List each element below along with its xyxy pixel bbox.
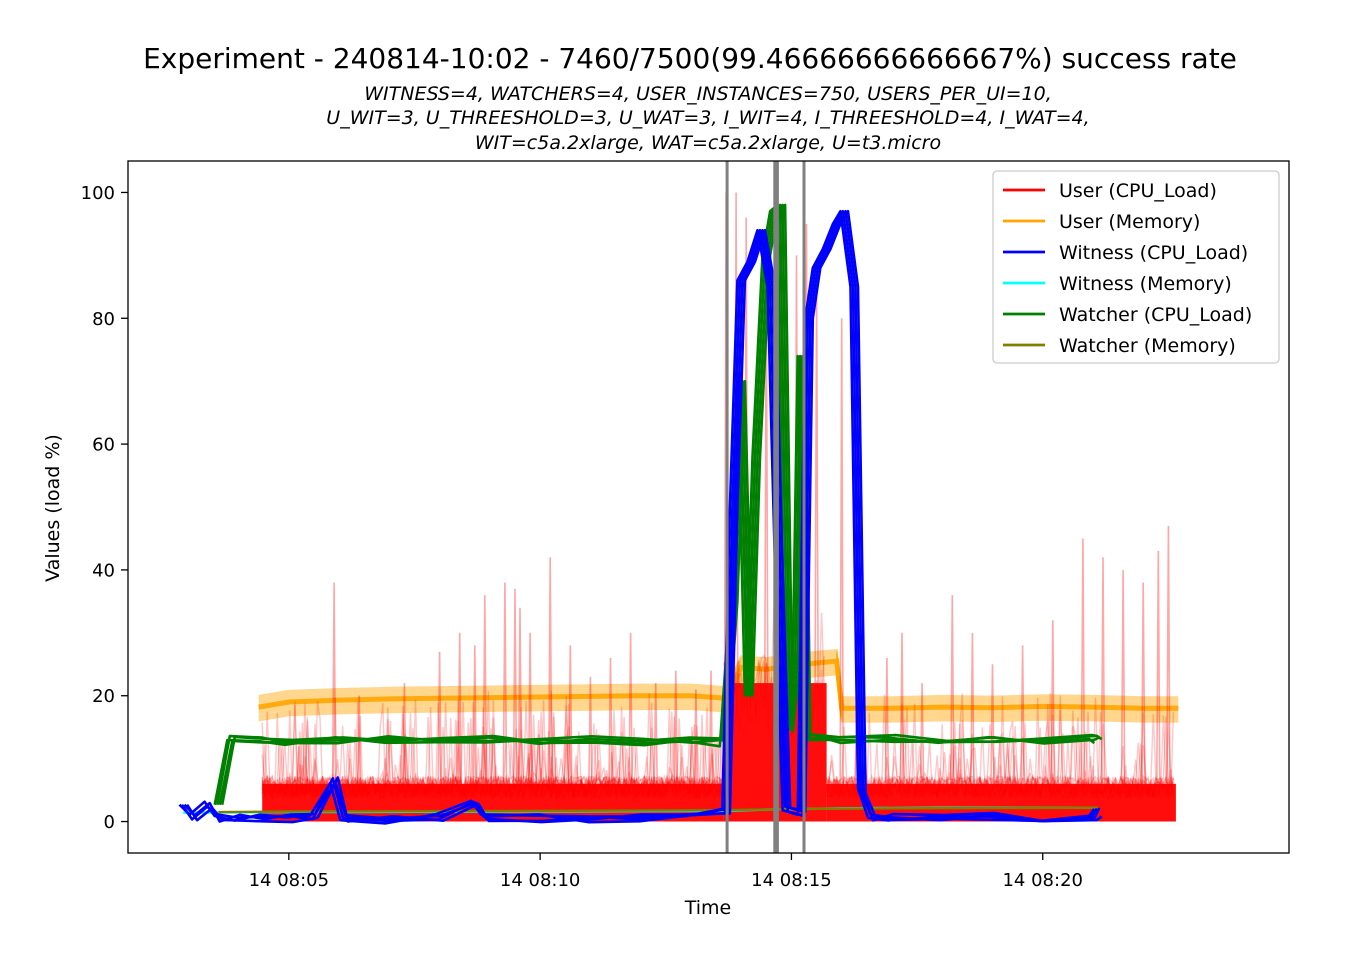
chart-subtitle-line-2: U_WIT=3, U_THREESHOLD=3, U_WAT=3, I_WIT=… bbox=[326, 107, 1089, 129]
user-cpu-trace bbox=[825, 727, 1175, 801]
x-tick-label: 14 08:10 bbox=[500, 870, 581, 891]
x-axis-label: Time bbox=[684, 897, 732, 919]
user-cpu-trace bbox=[261, 706, 723, 801]
user-cpu-spike bbox=[919, 683, 925, 784]
witness-cpu-load-line bbox=[183, 210, 1101, 824]
legend-label: User (Memory) bbox=[1059, 211, 1200, 233]
series-watcher-cpu-load bbox=[213, 203, 1103, 806]
y-tick-label: 60 bbox=[92, 435, 115, 456]
watcher-cpu-load-line bbox=[220, 203, 1103, 805]
user-cpu-spike bbox=[1100, 557, 1106, 784]
user-cpu-spike bbox=[673, 670, 679, 784]
series-witness-cpu-load bbox=[178, 210, 1103, 825]
user-cpu-spike bbox=[990, 664, 995, 784]
user-cpu-trace bbox=[261, 702, 723, 801]
legend: User (CPU_Load) User (Memory) Witness (CPU… bbox=[992, 170, 1280, 364]
user-cpu-spike bbox=[653, 683, 658, 784]
y-axis-label: Values (load %) bbox=[42, 434, 64, 582]
user-cpu-spike bbox=[457, 632, 462, 784]
user-cpu-trace bbox=[825, 703, 1174, 800]
legend-box bbox=[992, 170, 1280, 364]
user-cpu-spike bbox=[512, 588, 518, 784]
legend-label: User (CPU_Load) bbox=[1059, 180, 1217, 202]
user-cpu-spike bbox=[693, 689, 699, 784]
user-cpu-spike bbox=[1140, 582, 1146, 784]
user-cpu-trace bbox=[826, 695, 1174, 802]
y-tick-label: 80 bbox=[92, 309, 115, 330]
witness-cpu-load-line bbox=[180, 210, 1098, 824]
chart-title: Experiment - 240814-10:02 - 7460/7500(99… bbox=[143, 42, 1237, 75]
legend-label: Witness (CPU_Load) bbox=[1059, 242, 1248, 264]
user-cpu-trace bbox=[825, 710, 1175, 801]
user-cpu-trace bbox=[825, 703, 1175, 801]
watcher-cpu-load-line bbox=[215, 203, 1098, 806]
user-cpu-spike bbox=[899, 632, 905, 784]
user-cpu-spike bbox=[1080, 538, 1086, 784]
user-cpu-spike bbox=[588, 676, 593, 784]
watcher-cpu-load-line bbox=[218, 203, 1100, 805]
user-cpu-trace bbox=[825, 707, 1175, 801]
y-tick-label: 0 bbox=[104, 812, 115, 833]
tick-layer: 14 08:05 14 08:10 14 08:15 14 08:20 0 20 40 60 8… bbox=[81, 183, 1083, 891]
chart-subtitle-line-3: WIT=c5a.2xlarge, WAT=c5a.2xlarge, U=t3.m… bbox=[475, 132, 941, 154]
user-cpu-spike bbox=[402, 683, 407, 784]
user-cpu-trace bbox=[826, 697, 1175, 801]
user-cpu-spike bbox=[356, 695, 362, 784]
y-tick-label: 20 bbox=[92, 686, 115, 707]
user-cpu-spike bbox=[517, 607, 523, 784]
user-cpu-spike bbox=[970, 632, 975, 784]
user-cpu-spike bbox=[1166, 525, 1171, 784]
y-tick-label: 40 bbox=[92, 560, 115, 581]
user-cpu-trace bbox=[826, 696, 1174, 800]
legend-label: Witness (Memory) bbox=[1059, 273, 1232, 295]
data-layer bbox=[178, 192, 1179, 825]
user-cpu-spike bbox=[628, 632, 633, 784]
user-cpu-spike bbox=[296, 746, 302, 784]
watcher-cpu-load-line bbox=[213, 203, 1096, 806]
user-cpu-spike bbox=[331, 582, 337, 784]
x-tick-label: 14 08:05 bbox=[249, 870, 330, 891]
user-cpu-spike bbox=[839, 318, 844, 784]
user-cpu-trace bbox=[825, 723, 1175, 801]
user-cpu-spike bbox=[950, 595, 955, 784]
plot-frame bbox=[127, 160, 1290, 854]
marker-layer bbox=[725, 161, 806, 853]
user-cpu-trace bbox=[261, 716, 723, 802]
user-cpu-trace bbox=[825, 716, 1175, 802]
witness-cpu-load-line bbox=[178, 210, 1096, 825]
legend-label: Watcher (Memory) bbox=[1059, 335, 1236, 357]
x-tick-label: 14 08:15 bbox=[751, 870, 832, 891]
user-cpu-spike bbox=[482, 595, 488, 784]
user-cpu-spike bbox=[502, 582, 508, 784]
user-cpu-spike bbox=[527, 632, 533, 784]
legend-label: Watcher (CPU_Load) bbox=[1059, 304, 1252, 326]
chart-subtitle-line-1: WITNESS=4, WATCHERS=4, USER_INSTANCES=75… bbox=[364, 83, 1051, 105]
user-cpu-trace bbox=[826, 692, 1175, 802]
user-cpu-spike bbox=[1020, 645, 1025, 784]
witness-cpu-load-line bbox=[186, 210, 1103, 824]
user-cpu-spike bbox=[547, 557, 553, 784]
x-tick-label: 14 08:20 bbox=[1002, 870, 1083, 891]
user-cpu-spike bbox=[1050, 620, 1056, 784]
user-cpu-spike bbox=[1156, 550, 1161, 784]
y-tick-label: 100 bbox=[81, 183, 115, 204]
user-cpu-trace bbox=[825, 694, 1174, 801]
user-cpu-spike bbox=[1120, 569, 1126, 784]
